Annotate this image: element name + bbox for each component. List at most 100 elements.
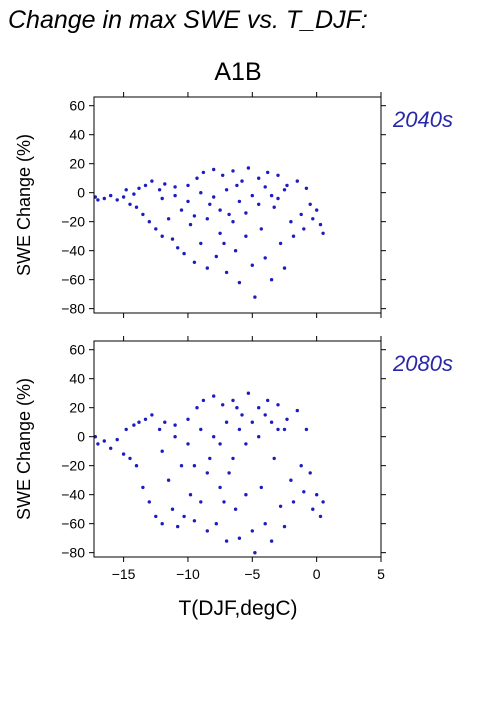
scenario-label: A1B	[214, 58, 261, 86]
data-point	[205, 217, 209, 221]
data-point	[315, 208, 319, 212]
data-point	[199, 191, 203, 195]
y-tick-label: −80	[61, 301, 85, 317]
data-point	[173, 185, 177, 189]
plot-frame	[93, 96, 382, 314]
data-point	[304, 186, 309, 190]
data-point	[199, 500, 203, 504]
data-point	[299, 464, 303, 468]
data-point	[141, 212, 145, 217]
y-tick-label: 60	[69, 98, 85, 114]
data-point	[295, 179, 299, 183]
data-point	[276, 403, 280, 407]
data-point	[154, 227, 158, 231]
data-point	[278, 504, 283, 508]
data-point	[218, 485, 222, 490]
data-point	[182, 514, 186, 519]
y-tick-label: 20	[69, 156, 85, 172]
data-point	[173, 435, 177, 439]
data-point	[224, 420, 229, 424]
data-point	[246, 391, 251, 395]
data-point	[263, 256, 267, 260]
data-point	[321, 500, 325, 504]
data-point	[318, 222, 323, 227]
data-point	[188, 222, 193, 227]
data-point	[237, 427, 242, 432]
x-tick-label: −5	[244, 566, 260, 582]
data-point	[121, 195, 126, 199]
data-point	[192, 519, 197, 523]
data-point	[214, 522, 218, 526]
data-point	[195, 406, 199, 410]
data-point	[157, 427, 162, 432]
data-point	[253, 295, 257, 299]
data-point	[231, 169, 235, 173]
data-point	[250, 193, 254, 198]
data-point	[170, 507, 175, 511]
data-point	[250, 420, 254, 424]
data-point	[237, 199, 242, 204]
data-point	[166, 217, 171, 221]
data-point	[212, 167, 216, 172]
data-point	[318, 514, 323, 519]
data-point	[231, 398, 235, 403]
data-point	[308, 471, 312, 475]
data-point	[282, 524, 287, 529]
y-tick-label: 60	[69, 342, 85, 358]
data-point	[302, 227, 306, 231]
data-point	[186, 417, 190, 421]
data-point	[218, 231, 222, 235]
data-point	[214, 254, 218, 259]
y-axis-label: SWE Change (%)	[14, 134, 34, 276]
data-point	[233, 249, 238, 253]
data-point	[141, 485, 145, 490]
scatter-points	[93, 391, 325, 555]
data-point	[308, 202, 312, 206]
data-point	[276, 173, 280, 177]
data-point	[285, 183, 289, 188]
data-point	[263, 413, 267, 417]
data-point	[192, 260, 197, 264]
data-point	[221, 403, 225, 407]
period-label: 2080s	[392, 351, 453, 376]
data-point	[150, 179, 154, 183]
data-point	[269, 539, 274, 543]
data-point	[221, 173, 225, 177]
x-tick-label: 5	[377, 566, 385, 582]
data-point	[311, 217, 315, 221]
data-point	[244, 211, 248, 215]
data-point	[199, 241, 203, 246]
data-point	[160, 449, 164, 453]
data-point	[128, 202, 132, 206]
data-point	[257, 176, 261, 180]
data-point	[304, 427, 309, 432]
data-point	[259, 485, 263, 490]
x-tick-label: −15	[112, 566, 136, 582]
data-point	[291, 500, 296, 504]
panel-2080s: 60 40 20 0 −20 −40 −60 −80 −15 −10 −5 0 5 SWE Change …	[14, 336, 453, 582]
data-point	[192, 214, 197, 218]
data-point	[208, 202, 212, 206]
x-axis-label: T(DJF,degC)	[178, 597, 297, 620]
data-point	[132, 192, 136, 196]
data-point	[109, 193, 113, 198]
data-point	[170, 237, 175, 241]
data-point	[121, 452, 126, 456]
y-tick-label: −20	[61, 458, 85, 474]
data-point	[250, 263, 254, 267]
data-point	[208, 456, 212, 461]
data-point	[222, 500, 226, 504]
data-point	[205, 266, 209, 270]
y-tick-label: 0	[77, 185, 85, 201]
y-tick-label: −20	[61, 214, 85, 230]
data-point	[218, 442, 222, 446]
data-point	[176, 246, 180, 250]
scatter-points	[93, 166, 325, 299]
data-point	[182, 251, 186, 256]
data-point	[266, 398, 270, 403]
data-point	[263, 522, 267, 526]
data-point	[179, 464, 184, 468]
data-point	[205, 529, 209, 533]
data-point	[227, 471, 231, 475]
